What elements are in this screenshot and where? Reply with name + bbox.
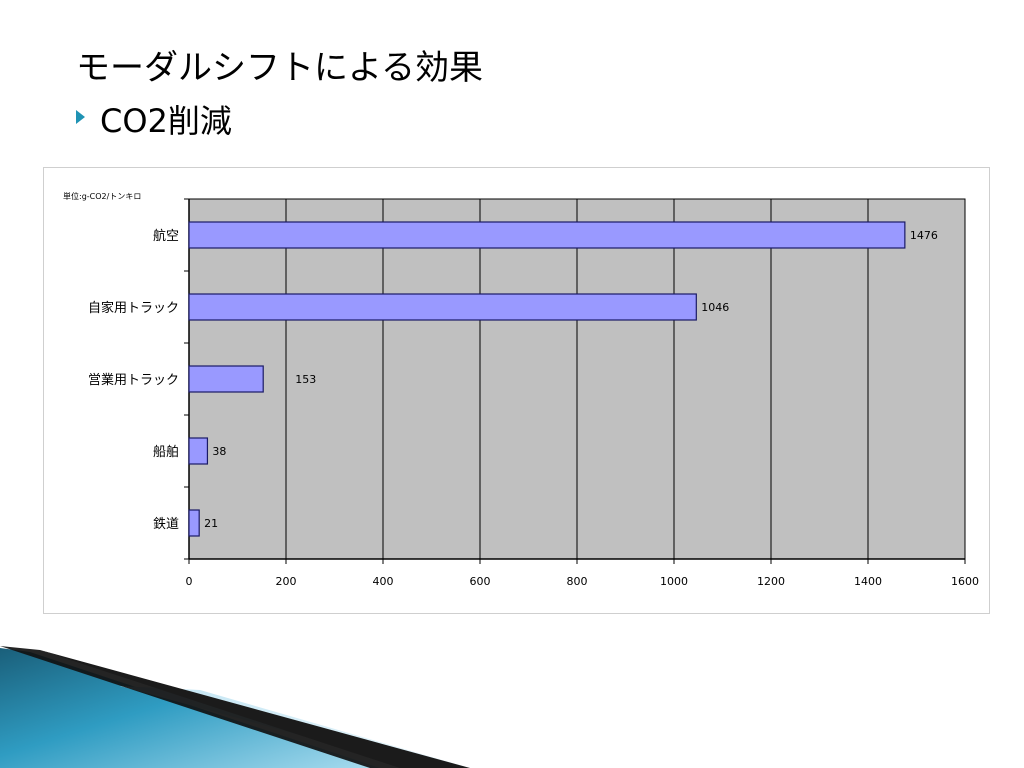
- category-label: 船舶: [153, 444, 179, 460]
- swoosh-dark-wedge: [40, 650, 470, 768]
- category-label: 鉄道: [153, 517, 179, 532]
- bar: [188, 221, 906, 249]
- bar: [188, 293, 697, 321]
- x-tick-label: 1200: [757, 575, 785, 588]
- chart-frame: 単位:g-CO2/トンキロ 0 200 400 600 800 1000 1200 1400 1…: [43, 167, 990, 614]
- swoosh-blue-shape: [0, 648, 380, 768]
- data-label: 21: [204, 517, 218, 530]
- category-label: 航空: [153, 228, 179, 244]
- unit-label: 単位:g-CO2/トンキロ: [63, 191, 141, 201]
- x-tick-label: 1600: [951, 575, 979, 588]
- x-tick-label: 1400: [854, 575, 882, 588]
- swoosh-dark-edge: [0, 646, 420, 768]
- x-tick-label: 800: [567, 575, 588, 588]
- swoosh-light-shape: [120, 686, 470, 768]
- x-tick-label: 0: [186, 575, 193, 588]
- bar: [188, 437, 209, 465]
- bullet-text: CO2削減: [100, 102, 232, 140]
- bar: [188, 365, 264, 393]
- x-tick-label: 200: [276, 575, 297, 588]
- bar: [188, 509, 200, 537]
- category-label: 自家用トラック: [88, 300, 179, 316]
- slide-title: モーダルシフトによる効果: [76, 48, 483, 88]
- data-label: 1476: [910, 229, 938, 242]
- bar-chart: 単位:g-CO2/トンキロ 0 200 400 600 800 1000 1200 1400 1…: [63, 191, 979, 588]
- data-label: 153: [295, 373, 316, 386]
- data-label: 38: [212, 445, 226, 458]
- x-tick-label: 400: [373, 575, 394, 588]
- x-tick-label: 600: [470, 575, 491, 588]
- x-tick-label: 1000: [660, 575, 688, 588]
- plot-area: 0 200 400 600 800 1000 1200 1400 1600 航空 1476 自家用トラ…: [88, 198, 979, 588]
- category-label: 営業用トラック: [88, 372, 179, 388]
- bullet-triangle-icon: [76, 110, 85, 124]
- data-label: 1046: [701, 301, 729, 314]
